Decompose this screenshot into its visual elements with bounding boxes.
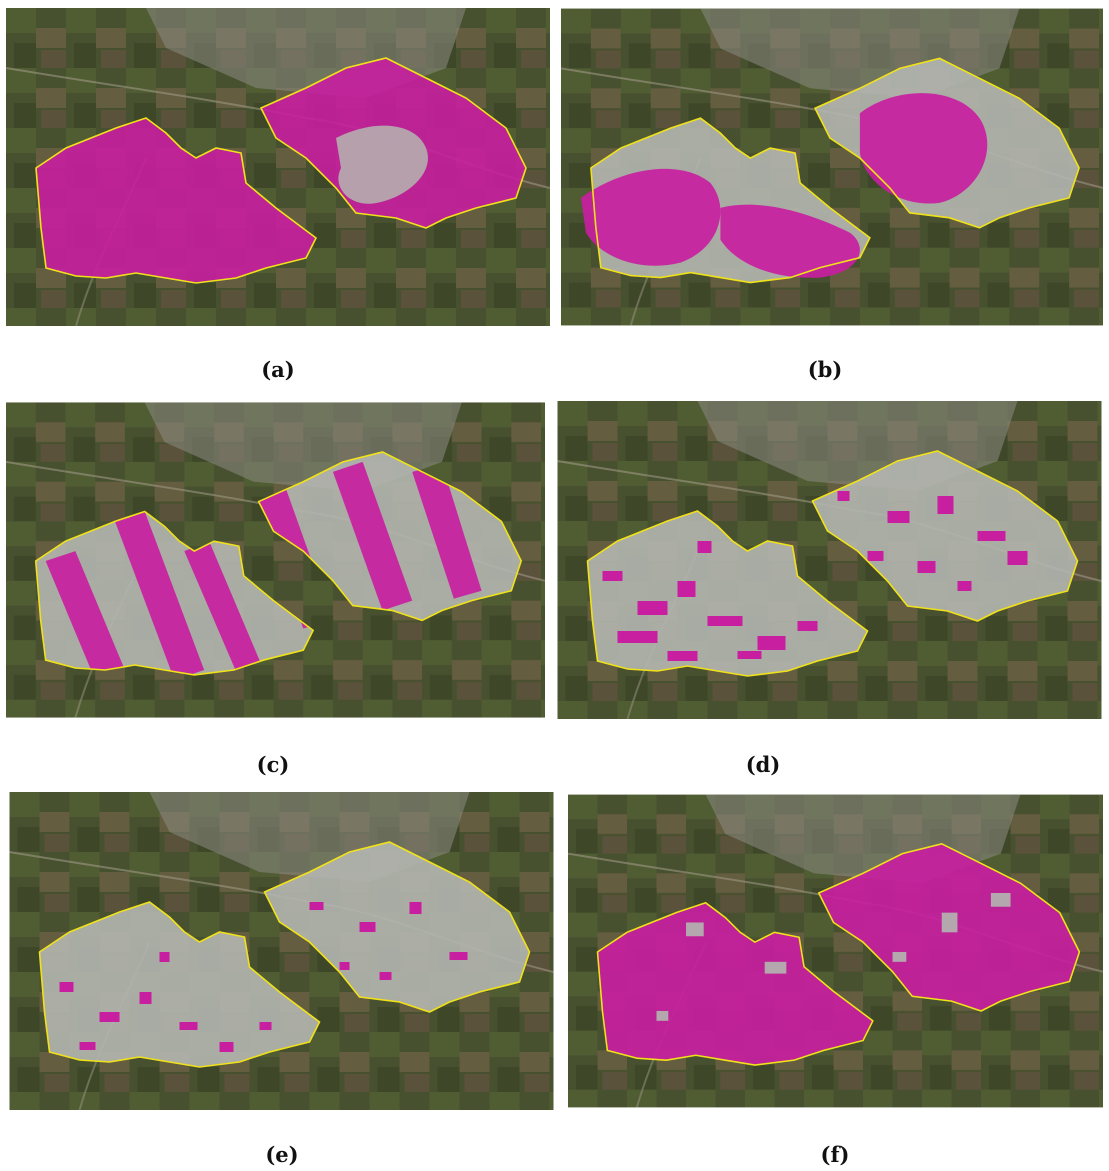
satellite-map-d (556, 401, 1103, 719)
satellite-map-e (8, 792, 555, 1110)
map-panel-b (561, 8, 1103, 326)
satellite-map-f (568, 793, 1103, 1109)
satellite-map-a (6, 8, 550, 326)
satellite-map-c (6, 401, 545, 719)
map-panel-d (556, 401, 1103, 719)
map-panel-c (6, 401, 545, 719)
caption-a: (a) (261, 357, 295, 382)
caption-c: (c) (256, 752, 290, 777)
caption-f: (f) (820, 1142, 850, 1167)
map-panel-a (6, 8, 550, 326)
map-panel-e (6, 792, 557, 1110)
caption-d: (d) (745, 752, 781, 777)
satellite-map-b (561, 8, 1103, 326)
caption-b: (b) (807, 357, 843, 382)
caption-e: (e) (265, 1142, 299, 1167)
map-panel-f (568, 792, 1103, 1110)
